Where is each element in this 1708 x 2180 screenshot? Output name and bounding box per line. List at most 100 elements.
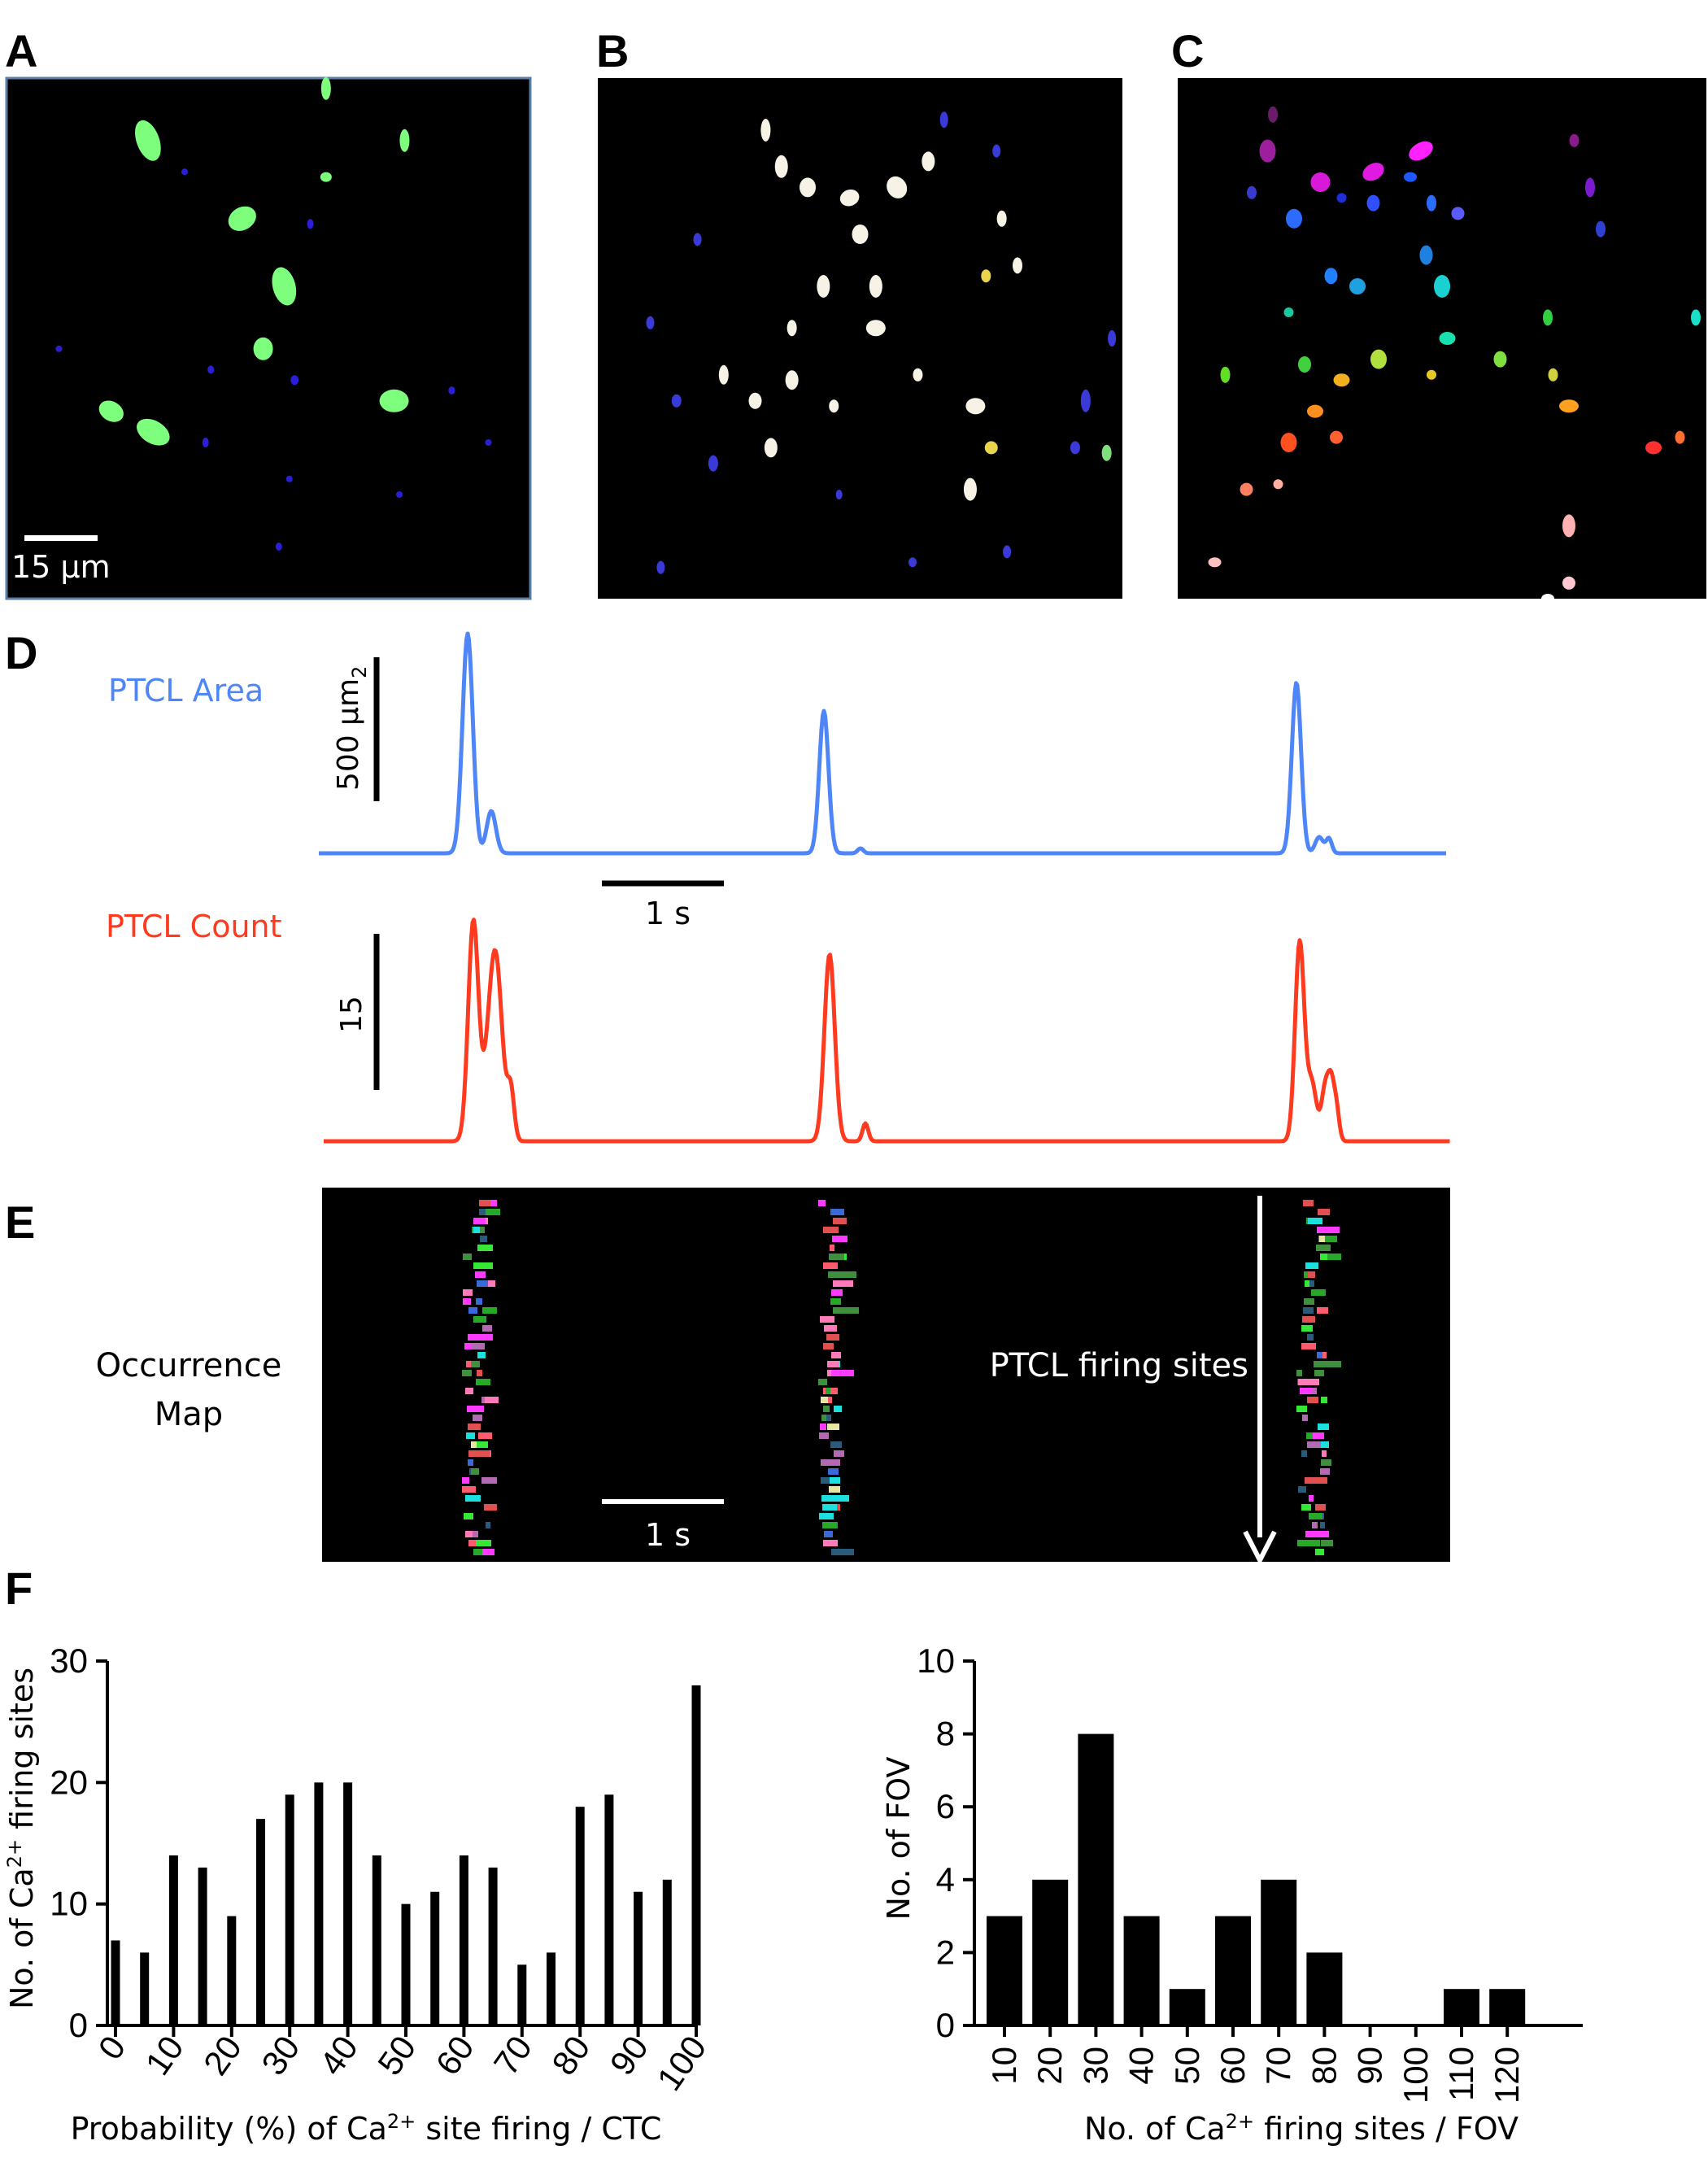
image-b [598, 78, 1122, 599]
occurrence-mark [468, 1450, 490, 1457]
occurrence-title-line1: Occurrence [96, 1347, 282, 1384]
occurrence-mark [462, 1477, 469, 1484]
microscopy-particle [290, 375, 299, 386]
occurrence-mark [821, 1459, 840, 1466]
count-trace-label: PTCL Count [106, 909, 282, 944]
occurrence-mark [822, 1415, 831, 1421]
microscopy-particle [228, 206, 256, 231]
area-trace-line [318, 631, 1447, 856]
occurrence-mark [820, 1316, 834, 1323]
microscopy-particle [764, 438, 778, 458]
microscopy-particle [800, 177, 816, 198]
occurrence-mark [1305, 1531, 1329, 1537]
occurrence-mark [479, 1200, 490, 1206]
microscopy-particle [1240, 482, 1253, 496]
chart2-bar [1032, 1879, 1069, 2025]
microscopy-particle [908, 557, 917, 568]
microscopy-particle [996, 210, 1007, 227]
chart1-y-tick-label: 30 [50, 1642, 88, 1680]
chart2-bar [1444, 1989, 1479, 2025]
area-scalebar-label: 500 μm2 [332, 666, 371, 791]
chart2-x-tick-label: 40 [1122, 2047, 1161, 2085]
microscopy-particle [1439, 332, 1456, 345]
chart1-bar [372, 1855, 381, 2025]
occurrence-mark [473, 1415, 482, 1421]
chart1-x-label: Probability (%) of Ca2+ site firing / CT… [71, 2110, 662, 2147]
microscopy-particle [656, 560, 665, 574]
occurrence-mark [1311, 1289, 1326, 1296]
chart2-x-tick-label: 70 [1259, 2047, 1297, 2085]
microscopy-particle [965, 398, 986, 415]
microscopy-particle [748, 392, 762, 409]
occurrence-mark [1307, 1441, 1322, 1448]
occurrence-mark [1316, 1245, 1331, 1251]
microscopy-particle [1596, 220, 1606, 238]
occurrence-mark [1303, 1200, 1314, 1206]
occurrence-mark [821, 1415, 826, 1421]
microscopy-particle [1434, 275, 1450, 298]
image-a-scalebar-label: 15 μm [11, 549, 111, 585]
occurrence-mark [829, 1486, 840, 1493]
microscopy-particle [275, 543, 282, 551]
chart1-bar [285, 1794, 294, 2025]
occurrence-mark [1317, 1352, 1322, 1358]
area-trace-label: PTCL Area [108, 673, 264, 708]
occurrence-mark [463, 1289, 473, 1296]
occurrence-mark [1302, 1316, 1315, 1323]
occurrence-mark [834, 1450, 844, 1457]
occurrence-mark [828, 1468, 839, 1475]
occurrence-mark [1298, 1486, 1306, 1493]
occurrence-mark [485, 1397, 499, 1403]
occurrence-mark [1315, 1504, 1326, 1511]
microscopy-particle [1003, 545, 1012, 559]
trace-time-scalebar-label: 1 s [645, 896, 691, 931]
occurrence-mark [468, 1307, 477, 1314]
occurrence-mark [475, 1271, 486, 1278]
microscopy-particle [1645, 441, 1662, 455]
chart1-x-tick-label: 20 [196, 2029, 249, 2082]
microscopy-particle [1310, 172, 1331, 192]
occurrence-mark [1317, 1307, 1328, 1314]
occurrence-mark [821, 1477, 830, 1484]
occurrence-mark [1300, 1388, 1313, 1394]
microscopy-particle [1283, 307, 1294, 317]
occurrence-mark [1305, 1477, 1327, 1484]
occurrence-mark [825, 1397, 832, 1403]
occurrence-mark [819, 1513, 834, 1519]
microscopy-particle [1366, 194, 1380, 211]
occurrence-mark [823, 1343, 834, 1349]
occurrence-mark [1309, 1495, 1314, 1502]
microscopy-particle [1569, 133, 1579, 147]
microscopy-particle [1286, 208, 1302, 229]
occurrence-mark [1309, 1280, 1314, 1287]
chart1-bar [517, 1964, 527, 2025]
occurrence-mark [833, 1218, 847, 1224]
occurrence-mark [830, 1209, 844, 1215]
microscopy-particle [817, 275, 830, 298]
occurrence-mark [833, 1307, 859, 1314]
microscopy-particle [887, 176, 908, 198]
chart1-bar [430, 1891, 440, 2025]
occurrence-mark [473, 1316, 486, 1323]
occurrence-mark [824, 1531, 833, 1537]
microscopy-particle [1370, 349, 1387, 369]
chart2-bar [1306, 1952, 1343, 2025]
chart2-bar [1078, 1733, 1114, 2025]
chart1-bar [314, 1782, 324, 2025]
occurrence-mark [473, 1549, 482, 1555]
occurrence-mark [1321, 1397, 1327, 1403]
microscopy-particle [939, 111, 948, 129]
occurrence-mark [819, 1432, 829, 1439]
occurrence-mark [486, 1280, 495, 1287]
microscopy-particle [1541, 594, 1554, 604]
occurrence-mark [473, 1218, 486, 1224]
occurrence-mark [1296, 1406, 1307, 1412]
microscopy-particle [1559, 399, 1579, 413]
microscopy-particle [1307, 404, 1323, 418]
occurrence-mark [1301, 1343, 1316, 1349]
panel-label-c: C [1171, 25, 1204, 76]
microscopy-particle [774, 155, 788, 178]
microscopy-particle [835, 490, 843, 499]
occurrence-mark [463, 1254, 472, 1260]
